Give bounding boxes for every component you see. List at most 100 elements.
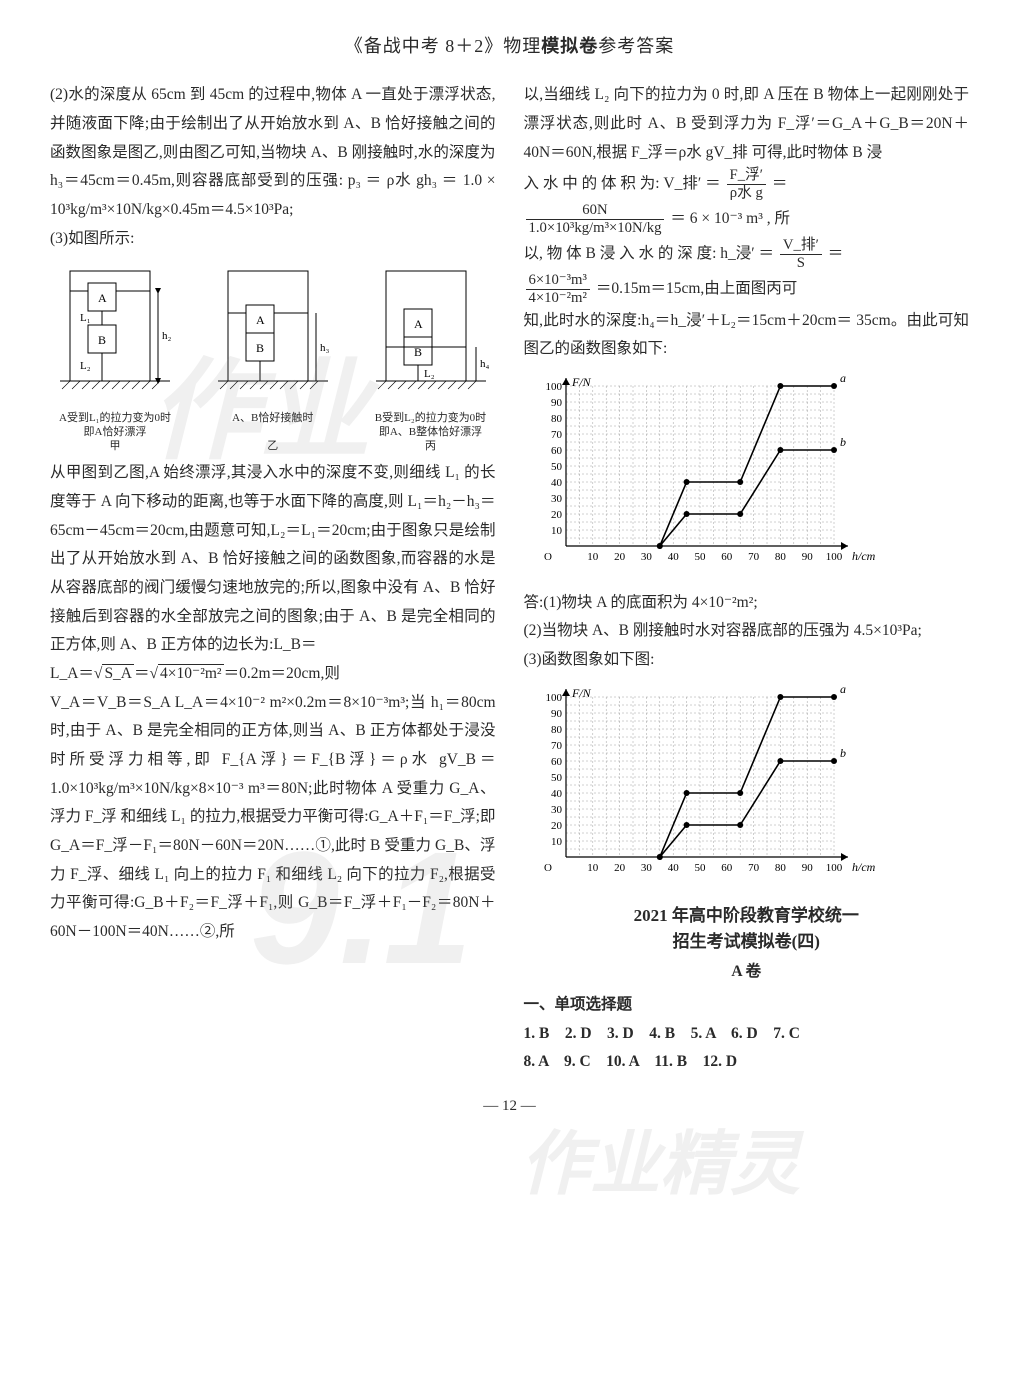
diagram-1-caption: A受到L₁的拉力变为0时 即A恰好漂浮 甲 <box>50 412 180 453</box>
svg-text:B: B <box>256 341 264 355</box>
svg-text:80: 80 <box>774 551 786 563</box>
svg-text:40: 40 <box>551 788 563 800</box>
svg-text:A: A <box>98 291 107 305</box>
diagram-3: A B L₂ h₄ B受到L₂的拉力变为0时 即A、B整体恰好漂浮 丙 <box>366 261 496 453</box>
right-p2c: 60N1.0×10³kg/m³×10N/kg ＝ 6 × 10⁻³ m³ , 所 <box>524 202 970 237</box>
svg-text:10: 10 <box>587 862 599 874</box>
fraction-3: V_排′S <box>780 237 822 272</box>
page-title: 《备战中考 8＋2》物理模拟卷参考答案 <box>50 30 969 63</box>
title-prefix: 《备战中考 8＋2》物理 <box>345 36 542 56</box>
svg-text:50: 50 <box>694 862 706 874</box>
svg-text:20: 20 <box>614 551 626 563</box>
section-heading: 2021 年高中阶段教育学校统一 招生考试模拟卷(四) <box>524 903 970 954</box>
title-suffix: 参考答案 <box>598 36 674 56</box>
right-p4: 6×10⁻³m³4×10⁻²m² ＝0.15m＝15cm,由上面图丙可 <box>524 272 970 307</box>
svg-text:50: 50 <box>551 772 563 784</box>
svg-text:F/N: F/N <box>571 375 592 389</box>
mcq-line2: 8. A 9. C 10. A 11. B 12. D <box>524 1048 970 1077</box>
diagram-2-caption: A、B恰好接触时 乙 <box>208 412 338 453</box>
svg-text:10: 10 <box>587 551 599 563</box>
diagram-2-svg: A B h₃ <box>208 261 338 401</box>
svg-text:60: 60 <box>721 862 733 874</box>
left-column: (2)水的深度从 65cm 到 45cm 的过程中,物体 A 一直处于漂浮状态,… <box>50 81 496 1077</box>
right-column: 以,当细线 L₂ 向下的拉力为 0 时,即 A 压在 B 物体上一起刚刚处于漂浮… <box>524 81 970 1077</box>
svg-text:a: a <box>840 683 846 696</box>
svg-text:L₁: L₁ <box>80 312 91 324</box>
svg-text:50: 50 <box>551 461 563 473</box>
mcq-line1: 1. B 2. D 3. D 4. B 5. A 6. D 7. C <box>524 1020 970 1049</box>
svg-text:B: B <box>98 333 106 347</box>
svg-text:b: b <box>840 746 846 760</box>
fraction-4: 6×10⁻³m³4×10⁻²m² <box>526 272 590 307</box>
left-p2: (3)如图所示: <box>50 225 496 254</box>
svg-text:100: 100 <box>825 551 842 563</box>
diagram-3-caption: B受到L₂的拉力变为0时 即A、B整体恰好漂浮 丙 <box>366 412 496 453</box>
svg-text:h₂: h₂ <box>162 330 172 342</box>
svg-text:30: 30 <box>551 804 563 816</box>
svg-text:100: 100 <box>825 862 842 874</box>
svg-text:70: 70 <box>551 740 563 752</box>
diagram-1: A L₁ B L₂ h₂ A受到L₁的拉力变为0时 即A恰好漂浮 <box>50 261 180 453</box>
svg-text:30: 30 <box>551 493 563 505</box>
svg-text:h/cm: h/cm <box>852 549 876 563</box>
svg-text:90: 90 <box>551 397 563 409</box>
svg-text:A: A <box>256 313 265 327</box>
svg-text:40: 40 <box>667 862 679 874</box>
svg-text:20: 20 <box>551 509 563 521</box>
svg-text:20: 20 <box>614 862 626 874</box>
chart-2: 1020304050607080901001020304050607080901… <box>524 683 970 894</box>
svg-text:10: 10 <box>551 836 563 848</box>
svg-text:60: 60 <box>551 445 563 457</box>
svg-text:40: 40 <box>667 551 679 563</box>
fraction-1: F_浮′ρ水 g <box>727 167 766 202</box>
svg-text:h₃: h₃ <box>320 342 330 354</box>
right-p1: 以,当细线 L₂ 向下的拉力为 0 时,即 A 压在 B 物体上一起刚刚处于漂浮… <box>524 81 970 167</box>
diagram-row: A L₁ B L₂ h₂ A受到L₁的拉力变为0时 即A恰好漂浮 <box>50 261 496 453</box>
a-label: A 卷 <box>524 958 970 987</box>
svg-text:L₂: L₂ <box>424 368 435 380</box>
svg-text:90: 90 <box>801 862 813 874</box>
svg-text:80: 80 <box>774 862 786 874</box>
svg-text:A: A <box>414 317 423 331</box>
left-p1: (2)水的深度从 65cm 到 45cm 的过程中,物体 A 一直处于漂浮状态,… <box>50 81 496 224</box>
right-ans3: (3)函数图象如下图: <box>524 646 970 675</box>
svg-text:60: 60 <box>721 551 733 563</box>
svg-text:70: 70 <box>551 429 563 441</box>
diagram-1-svg: A L₁ B L₂ h₂ <box>50 261 180 401</box>
page-number: — 12 — <box>50 1093 969 1121</box>
svg-text:50: 50 <box>694 551 706 563</box>
svg-text:70: 70 <box>748 551 760 563</box>
fraction-2: 60N1.0×10³kg/m³×10N/kg <box>526 202 665 237</box>
title-bold: 模拟卷 <box>541 36 598 56</box>
page: 作业 9.1 作业精灵 《备战中考 8＋2》物理模拟卷参考答案 (2)水的深度从… <box>0 0 1019 1377</box>
svg-text:O: O <box>544 551 552 563</box>
right-p2: 入 水 中 的 体 积 为: V_排′ ＝ F_浮′ρ水 g ＝ <box>524 167 970 202</box>
svg-text:h/cm: h/cm <box>852 860 876 874</box>
svg-text:90: 90 <box>551 708 563 720</box>
svg-text:40: 40 <box>551 477 563 489</box>
svg-text:10: 10 <box>551 525 563 537</box>
diagram-3-svg: A B L₂ h₄ <box>366 261 496 401</box>
right-p5: 知,此时水的深度:h₄＝h_浸′＋L₂＝15cm＋20cm＝ 35cm。由此可知… <box>524 307 970 364</box>
svg-text:100: 100 <box>545 381 562 393</box>
svg-text:90: 90 <box>801 551 813 563</box>
columns: (2)水的深度从 65cm 到 45cm 的过程中,物体 A 一直处于漂浮状态,… <box>50 81 969 1077</box>
svg-text:30: 30 <box>640 862 652 874</box>
svg-text:30: 30 <box>640 551 652 563</box>
right-p3: 以, 物 体 B 浸 入 水 的 深 度: h_浸′ ＝ V_排′S ＝ <box>524 237 970 272</box>
svg-text:60: 60 <box>551 756 563 768</box>
svg-text:F/N: F/N <box>571 686 592 700</box>
chart-1: 10 20 30 40 50 60 70 80 90 100 10 20 30 40 50 60 70 80 90 1… <box>524 372 970 583</box>
svg-text:L₂: L₂ <box>80 360 91 372</box>
svg-text:80: 80 <box>551 413 563 425</box>
chart-2-svg: 1020304050607080901001020304050607080901… <box>524 683 884 883</box>
svg-text:20: 20 <box>551 820 563 832</box>
diagram-2: A B h₃ A、B恰好接触时 乙 <box>208 261 338 453</box>
left-p4: L_A＝√S_A＝√4×10⁻²m²＝0.2m＝20cm,则 <box>50 660 496 689</box>
right-ans1: 答:(1)物块 A 的底面积为 4×10⁻²m²; <box>524 589 970 618</box>
svg-text:80: 80 <box>551 724 563 736</box>
chart-1-svg: 10 20 30 40 50 60 70 80 90 100 10 20 30 40 50 60 70 80 90 1… <box>524 372 884 572</box>
right-ans2: (2)当物块 A、B 刚接触时水对容器底部的压强为 4.5×10³Pa; <box>524 617 970 646</box>
svg-text:b: b <box>840 435 846 449</box>
svg-text:100: 100 <box>545 692 562 704</box>
